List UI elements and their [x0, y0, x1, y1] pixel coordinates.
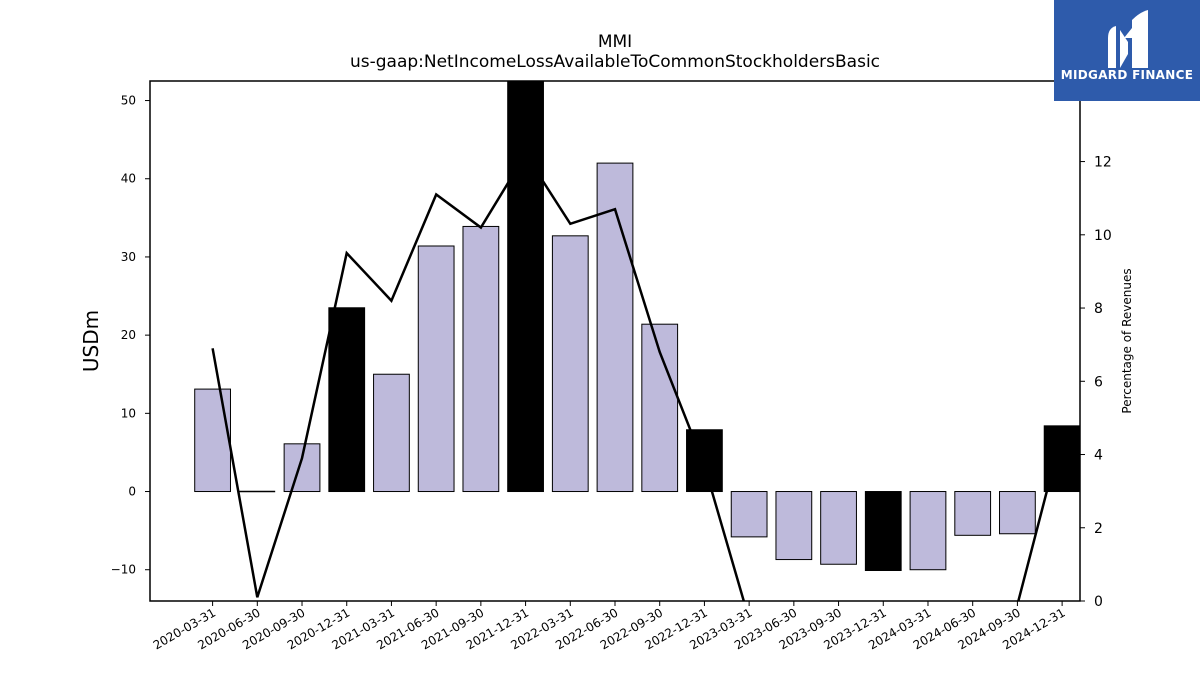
- y-tick-label: 20: [121, 328, 136, 342]
- y-tick-label: 30: [121, 250, 136, 264]
- bar-2021-03-31: [373, 373, 410, 493]
- y2-tick-label: 2: [1094, 521, 1103, 537]
- revenue-percentage-line: [211, 151, 1064, 601]
- bar-2022-06-30: [596, 162, 634, 493]
- y2-axis-label: Percentage of Revenues: [1120, 268, 1134, 413]
- bar-2024-09-30: [999, 491, 1036, 535]
- line-series: [211, 151, 1064, 601]
- bar-2023-12-31: [864, 491, 902, 572]
- bar-2021-06-30: [417, 245, 455, 493]
- bar-2024-03-31: [909, 491, 947, 571]
- bar-2023-03-31: [730, 491, 768, 538]
- y2-tick-label: 10: [1094, 228, 1112, 244]
- bar-2020-03-31: [194, 388, 231, 493]
- bar-2023-09-30: [820, 491, 857, 565]
- bar-2024-12-31: [1043, 425, 1081, 493]
- y2-tick-label: 6: [1094, 374, 1103, 390]
- bar-2020-12-31: [328, 307, 366, 493]
- bar-2023-06-30: [775, 491, 813, 561]
- bar-2022-03-31: [551, 235, 589, 493]
- y2-tick-label: 0: [1094, 594, 1103, 610]
- y-tick-label: 10: [121, 406, 136, 420]
- chart-title: MMI: [597, 32, 633, 52]
- bar-2022-12-31: [686, 429, 723, 493]
- bar-2021-12-31: [507, 80, 544, 493]
- chart-subtitle: us-gaap:NetIncomeLossAvailableToCommonSt…: [349, 52, 881, 72]
- midgard-finance-logo: MIDGARD FINANCE: [1054, 0, 1200, 101]
- bar-series: [194, 80, 1081, 572]
- y2-tick-label: 4: [1094, 448, 1103, 464]
- logo-text: MIDGARD FINANCE: [1060, 68, 1194, 82]
- bar-2021-09-30: [462, 225, 500, 493]
- y2-tick-label: 12: [1094, 155, 1112, 171]
- y-axis-label: USDm: [79, 310, 103, 372]
- bar-2024-06-30: [954, 491, 992, 536]
- bar-2020-09-30: [283, 443, 321, 493]
- y-tick-label: 40: [121, 172, 136, 186]
- midgard-m-logo-icon: [1108, 10, 1148, 68]
- y-tick-label: −10: [111, 563, 136, 577]
- y-tick-label: 50: [121, 94, 136, 108]
- y2-tick-label: 8: [1094, 301, 1103, 317]
- y-tick-label: 0: [128, 485, 136, 499]
